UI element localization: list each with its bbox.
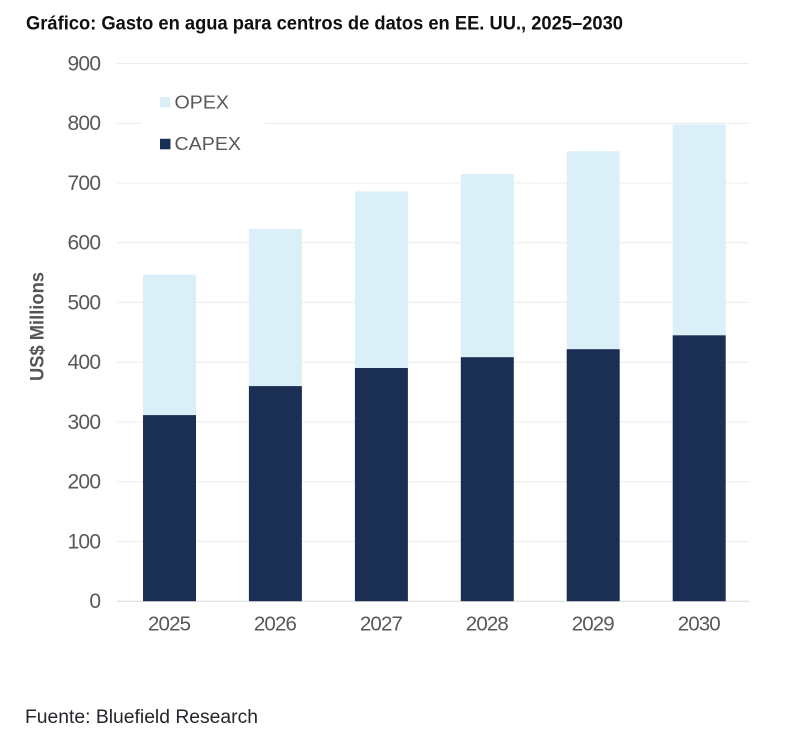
- svg-text:500: 500: [68, 291, 102, 314]
- svg-text:300: 300: [68, 411, 102, 434]
- svg-text:2028: 2028: [466, 613, 509, 636]
- svg-text:700: 700: [68, 172, 102, 195]
- svg-text:2025: 2025: [148, 613, 191, 636]
- svg-text:2026: 2026: [254, 613, 297, 636]
- svg-text:CAPEX: CAPEX: [175, 133, 242, 154]
- svg-text:OPEX: OPEX: [175, 91, 230, 112]
- svg-text:2030: 2030: [678, 613, 721, 636]
- svg-text:900: 900: [68, 53, 102, 76]
- svg-text:Fuente: Bluefield Research: Fuente: Bluefield Research: [25, 707, 258, 728]
- svg-text:200: 200: [68, 471, 102, 494]
- svg-text:100: 100: [68, 530, 102, 553]
- svg-text:0: 0: [89, 590, 101, 613]
- svg-text:800: 800: [68, 112, 102, 135]
- svg-text:400: 400: [68, 351, 102, 374]
- svg-text:US$ Millions: US$ Millions: [28, 272, 49, 381]
- svg-text:2029: 2029: [572, 613, 615, 636]
- svg-text:Gráfico: Gasto en agua para ce: Gráfico: Gasto en agua para centros de d…: [26, 14, 623, 35]
- svg-text:2027: 2027: [360, 613, 403, 636]
- svg-text:600: 600: [68, 232, 102, 255]
